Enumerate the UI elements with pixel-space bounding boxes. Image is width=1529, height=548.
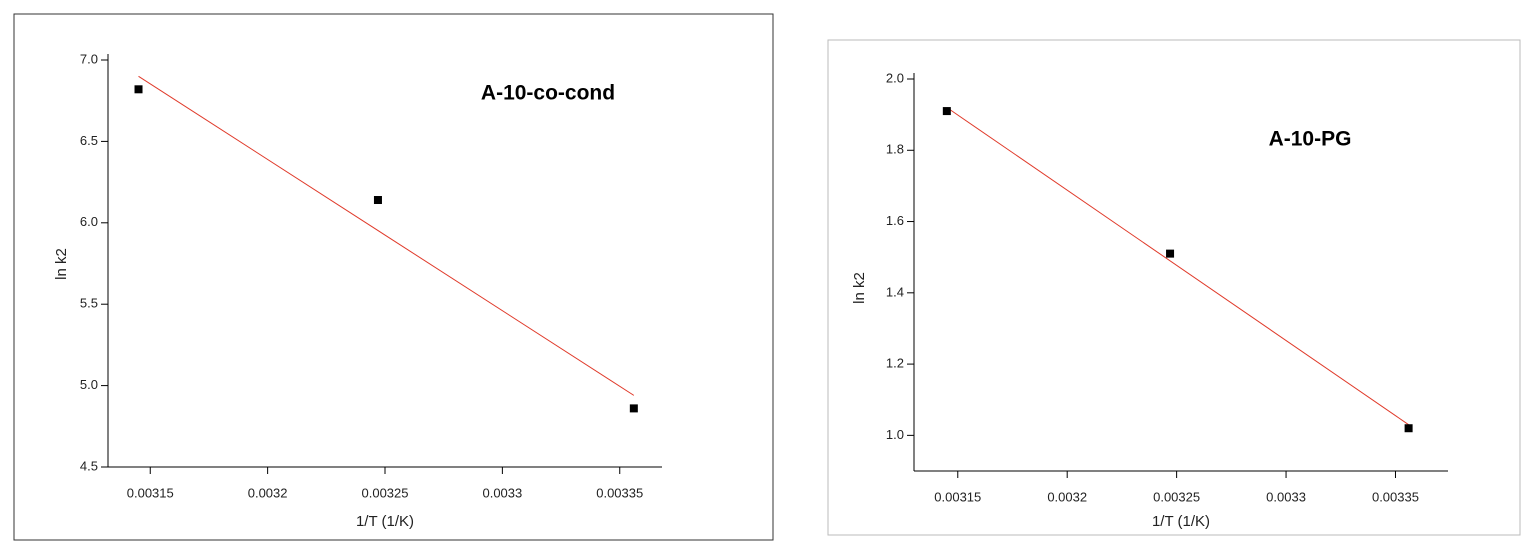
y-tick-label: 6.5 [80, 133, 98, 148]
frame [827, 39, 1521, 536]
x-tick-label: 0.00325 [362, 485, 409, 500]
fit-line [946, 107, 1409, 426]
y-tick-label: 1.0 [886, 427, 904, 442]
x-tick-label: 0.00335 [1372, 489, 1419, 504]
y-axis-label: ln k2 [851, 272, 868, 304]
x-tick-label: 0.00325 [1153, 489, 1200, 504]
x-tick-label: 0.0032 [248, 485, 288, 500]
y-tick-label: 5.5 [80, 296, 98, 311]
x-tick-label: 0.00335 [596, 485, 643, 500]
x-tick-label: 0.00315 [934, 489, 981, 504]
x-axis-label: 1/T (1/K) [356, 513, 414, 530]
y-tick-label: 1.2 [886, 356, 904, 371]
y-tick-label: 2.0 [886, 70, 904, 85]
x-tick-label: 0.0032 [1047, 489, 1087, 504]
y-axis-label: ln k2 [53, 248, 70, 280]
y-tick-label: 1.4 [886, 284, 904, 299]
point [629, 404, 638, 413]
y-tick-label: 1.6 [886, 213, 904, 228]
y-tick-label: 1.8 [886, 142, 904, 157]
x-tick-label: 0.0033 [482, 485, 522, 500]
y-tick-label: 4.5 [80, 458, 98, 473]
x-tick-label: 0.0033 [1266, 489, 1306, 504]
point [1404, 424, 1413, 433]
point [942, 107, 951, 116]
fit-line [138, 75, 635, 396]
x-axis-label: 1/T (1/K) [1152, 513, 1210, 530]
x-tick-label: 0.00315 [127, 485, 174, 500]
point [134, 85, 143, 94]
frame [13, 13, 774, 541]
y-tick-label: 6.0 [80, 214, 98, 229]
point [373, 196, 382, 205]
chart-title: A-10-co-cond [481, 82, 615, 105]
y-tick-label: 7.0 [80, 51, 98, 66]
point [1166, 249, 1175, 258]
y-tick-label: 5.0 [80, 377, 98, 392]
chart-title: A-10-PG [1269, 128, 1352, 151]
